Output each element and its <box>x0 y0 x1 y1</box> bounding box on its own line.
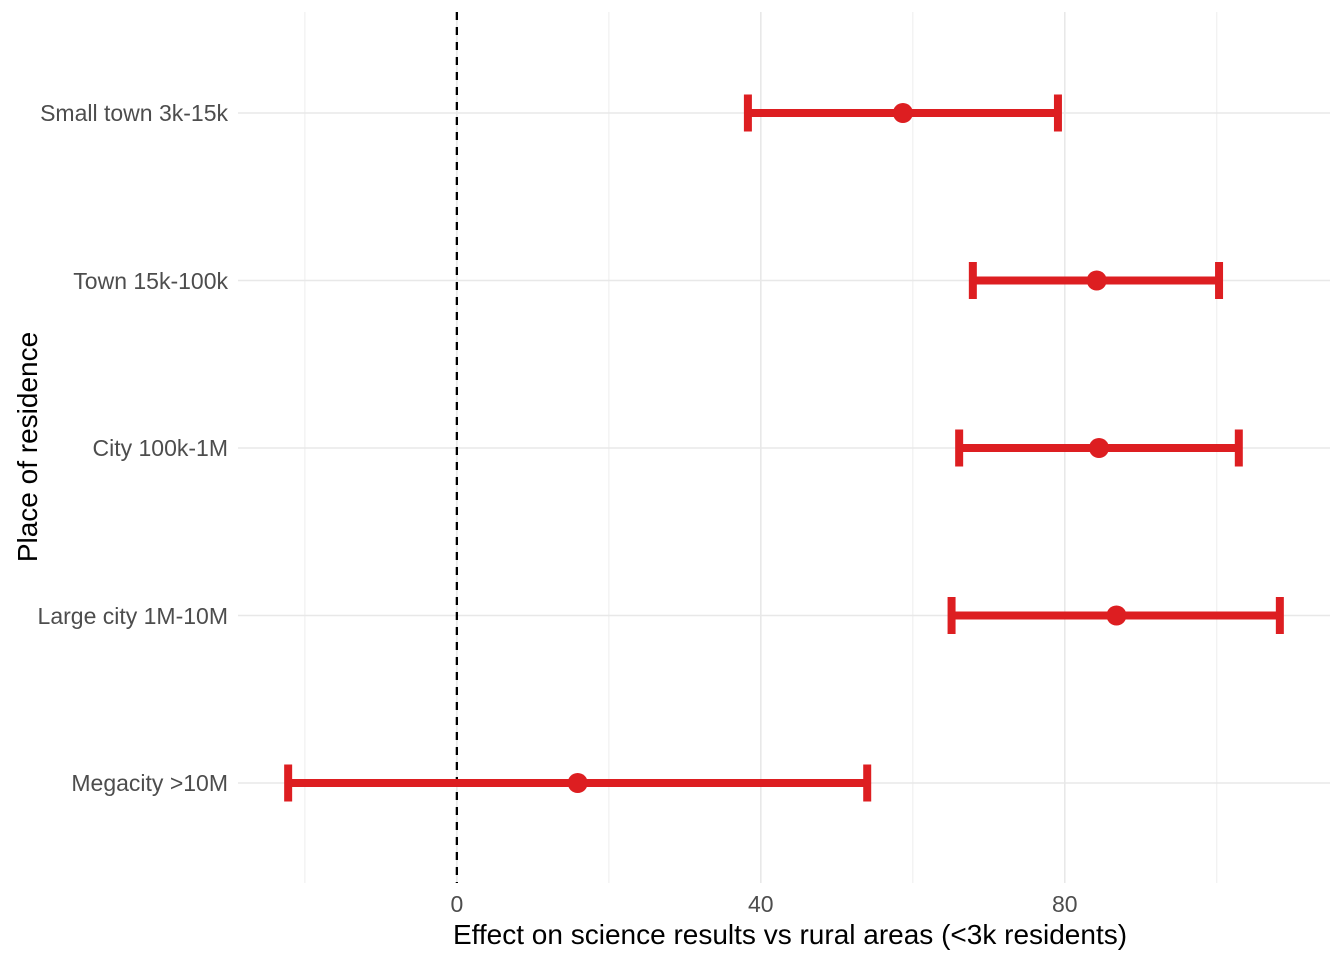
point-estimate <box>1086 270 1107 291</box>
point-estimate <box>567 773 588 793</box>
point-estimate <box>892 103 913 123</box>
point-estimate <box>1088 438 1109 458</box>
y-axis-label: Town 15k-100k <box>73 267 228 294</box>
y-axis-label: Megacity >10M <box>71 770 228 796</box>
x-axis-tick-label: 0 <box>450 891 464 917</box>
y-axis-label: Small town 3k-15k <box>40 100 228 126</box>
y-axis-label: Large city 1M-10M <box>37 602 228 629</box>
x-axis-title: Effect on science results vs rural areas… <box>452 919 1128 950</box>
point-estimate <box>1106 605 1127 626</box>
y-axis-label: City 100k-1M <box>92 435 228 461</box>
x-axis-tick-label: 40 <box>748 891 774 917</box>
y-axis-title: Place of residence <box>12 331 43 563</box>
x-axis-tick-label: 80 <box>1051 891 1078 917</box>
